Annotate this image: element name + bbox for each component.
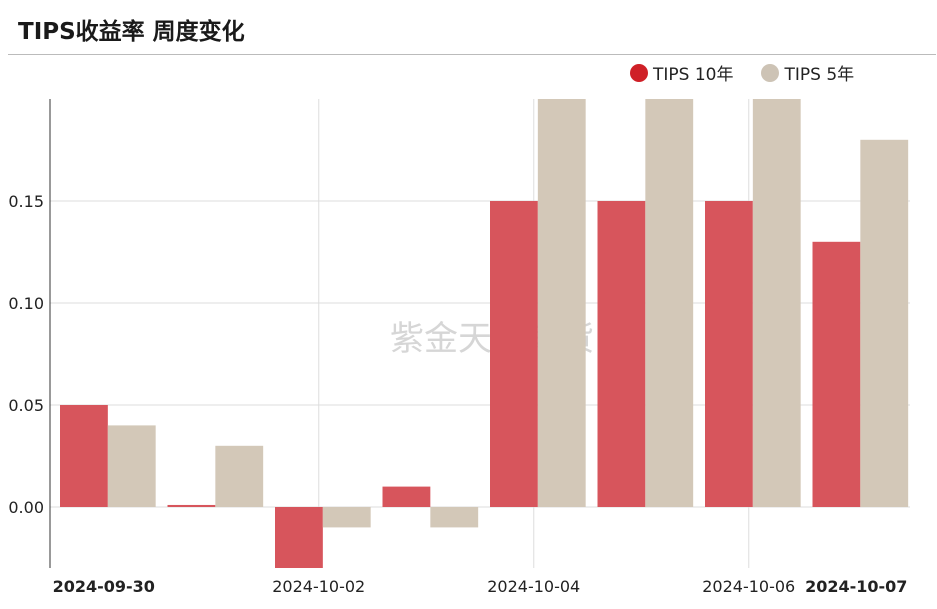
- bar-tips5-2024-09-30: [107, 425, 156, 507]
- bar-tips5-2024-10-03: [430, 507, 479, 528]
- legend-item-tips5[interactable]: TIPS 5年: [761, 60, 854, 85]
- bar-tips10-2024-10-05: [597, 201, 646, 507]
- y-tick-label: 0.00: [8, 498, 44, 517]
- y-tick-label: 0.05: [8, 396, 44, 415]
- bar-tips10-2024-10-06: [705, 201, 753, 507]
- bar-tips10-2024-10-04: [490, 201, 538, 507]
- y-tick-label: 0.10: [8, 294, 44, 313]
- bar-tips5-2024-10-07: [860, 139, 909, 508]
- bar-tips5-2024-10-06: [752, 99, 801, 507]
- x-tick-label: 2024-10-02: [272, 577, 365, 596]
- x-tick-label: 2024-09-30: [53, 577, 155, 596]
- x-tick-label: 2024-10-04: [487, 577, 580, 596]
- bar-tips10-2024-10-02: [275, 507, 323, 568]
- legend-swatch-tips10: [630, 63, 648, 82]
- legend-swatch-tips5: [761, 63, 780, 82]
- y-tick-label: 0.15: [8, 192, 44, 211]
- bar-tips10-2024-10-07: [812, 241, 861, 508]
- bar-tips5-2024-10-01: [215, 445, 264, 507]
- title-divider: [8, 54, 936, 55]
- bar-tips10-2024-10-01: [167, 504, 216, 507]
- bar-tips5-2024-10-05: [645, 99, 694, 507]
- x-tick-label: 2024-10-07: [805, 577, 907, 596]
- bar-tips5-2024-10-04: [537, 99, 586, 507]
- legend-label-tips10: TIPS 10年: [653, 65, 734, 85]
- legend-label-tips5: TIPS 5年: [784, 65, 855, 85]
- bar-tips10-2024-09-30: [60, 405, 108, 507]
- bar-tips5-2024-10-02: [322, 507, 371, 528]
- bar-tips10-2024-10-03: [382, 486, 431, 507]
- legend: TIPS 10年 TIPS 5年: [630, 60, 882, 85]
- x-tick-label: 2024-10-06: [702, 577, 795, 596]
- chart-title: TIPS收益率 周度变化: [18, 19, 245, 45]
- legend-item-tips10[interactable]: TIPS 10年: [630, 60, 733, 85]
